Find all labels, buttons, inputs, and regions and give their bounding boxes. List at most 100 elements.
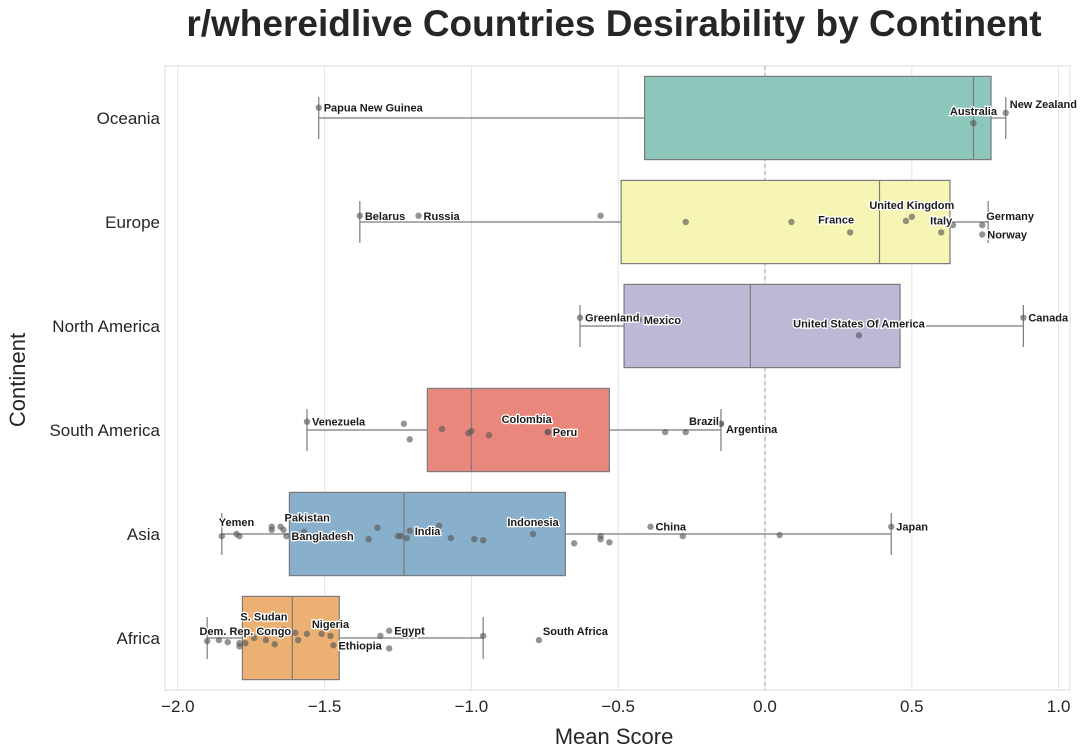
data-point xyxy=(979,221,986,229)
data-point xyxy=(682,218,689,226)
data-point xyxy=(682,428,689,436)
data-point xyxy=(597,212,604,219)
country-label: China xyxy=(655,522,686,534)
data-point xyxy=(203,637,211,645)
country-label: United States Of America xyxy=(793,318,926,330)
country-label: Canada xyxy=(1028,313,1069,325)
chart-title: r/whereidlive Countries Desirability by … xyxy=(186,3,1041,44)
box-europe xyxy=(359,179,989,265)
country-label: Norway xyxy=(987,229,1028,241)
country-label: Australia xyxy=(950,106,998,118)
data-point xyxy=(438,425,446,433)
data-point xyxy=(385,627,393,634)
country-label: Bangladesh xyxy=(291,531,354,543)
data-point xyxy=(570,540,578,547)
data-point xyxy=(679,532,686,540)
data-point xyxy=(242,640,249,647)
data-point xyxy=(215,636,223,644)
country-label: Papua New Guinea xyxy=(324,103,424,115)
x-tick-label: −0.5 xyxy=(601,697,635,716)
data-point xyxy=(468,427,475,435)
data-point xyxy=(292,629,299,636)
data-point xyxy=(397,532,405,540)
country-label: Japan xyxy=(896,522,928,534)
x-axis-label: Mean Score xyxy=(555,724,674,749)
country-label: Greenland xyxy=(585,313,639,325)
x-tick-label: −1.5 xyxy=(308,697,342,716)
country-label: Italy xyxy=(930,215,953,227)
x-tick-label: 0.5 xyxy=(900,697,924,716)
data-point xyxy=(485,432,493,439)
data-point xyxy=(970,120,977,127)
y-tick-label: Oceania xyxy=(97,109,161,128)
data-point xyxy=(647,523,654,530)
country-label: Brazil xyxy=(689,416,719,428)
data-point xyxy=(635,316,642,323)
box-iqr xyxy=(620,179,951,265)
data-point xyxy=(236,532,243,540)
data-point xyxy=(435,522,443,529)
country-label: Mexico xyxy=(644,315,682,327)
box-iqr xyxy=(644,75,992,161)
country-label: Dem. Rep. Congo xyxy=(199,626,291,638)
data-point xyxy=(606,539,613,546)
country-label: Egypt xyxy=(394,626,425,638)
data-point xyxy=(374,524,381,531)
country-label: Pakistan xyxy=(285,513,331,525)
country-label: New Zealand xyxy=(1010,99,1077,111)
data-point xyxy=(576,314,584,321)
country-label: United Kingdom xyxy=(869,200,954,212)
data-point xyxy=(937,229,945,236)
data-point xyxy=(280,526,287,534)
plot-frame xyxy=(164,65,1071,691)
data-point xyxy=(318,630,325,638)
x-tick-label: −1.0 xyxy=(455,697,489,716)
y-tick-label: South America xyxy=(49,421,160,440)
data-point xyxy=(535,636,543,644)
data-point xyxy=(1002,109,1009,117)
data-point xyxy=(236,643,243,650)
data-point xyxy=(280,626,287,633)
data-point xyxy=(447,534,455,542)
data-point xyxy=(979,231,986,238)
box-iqr xyxy=(241,595,340,681)
data-point xyxy=(597,536,604,543)
data-point xyxy=(303,630,311,638)
points xyxy=(203,104,1027,652)
data-point xyxy=(271,641,278,648)
data-point xyxy=(479,537,487,544)
data-point xyxy=(1020,314,1027,321)
data-point xyxy=(855,332,863,339)
data-point xyxy=(529,530,537,538)
y-axis-ticks: Oceania Europe North America South America A… xyxy=(49,109,160,648)
box-iqr xyxy=(288,491,566,577)
country-label: Colombia xyxy=(502,414,553,426)
y-tick-label: Africa xyxy=(117,629,161,648)
data-point xyxy=(283,532,290,540)
y-tick-label: Asia xyxy=(127,525,161,544)
country-label: South Africa xyxy=(543,626,609,638)
data-point xyxy=(717,420,725,427)
country-label: Nigeria xyxy=(312,619,350,631)
data-point xyxy=(471,536,478,543)
country-label: Russia xyxy=(424,211,461,223)
y-axis-label: Continent xyxy=(5,333,30,427)
box-iqr xyxy=(426,387,610,473)
country-label: Argentina xyxy=(726,424,778,436)
data-point xyxy=(661,428,669,436)
data-point xyxy=(908,213,915,220)
box-iqr xyxy=(623,283,901,369)
data-point xyxy=(300,528,308,536)
country-label: S. Sudan xyxy=(240,612,287,624)
country-label: Venezuela xyxy=(312,417,366,429)
data-point xyxy=(377,632,384,640)
box-oceania xyxy=(318,75,1007,161)
country-label: India xyxy=(415,526,442,538)
data-point xyxy=(365,536,372,543)
x-axis-ticks: −2.0 −1.5 −1.0 −0.5 0.0 0.5 1.0 xyxy=(161,697,1070,716)
country-label: Germany xyxy=(986,211,1035,223)
y-tick-label: North America xyxy=(52,317,160,336)
box-africa xyxy=(206,595,484,681)
data-point xyxy=(888,523,895,530)
